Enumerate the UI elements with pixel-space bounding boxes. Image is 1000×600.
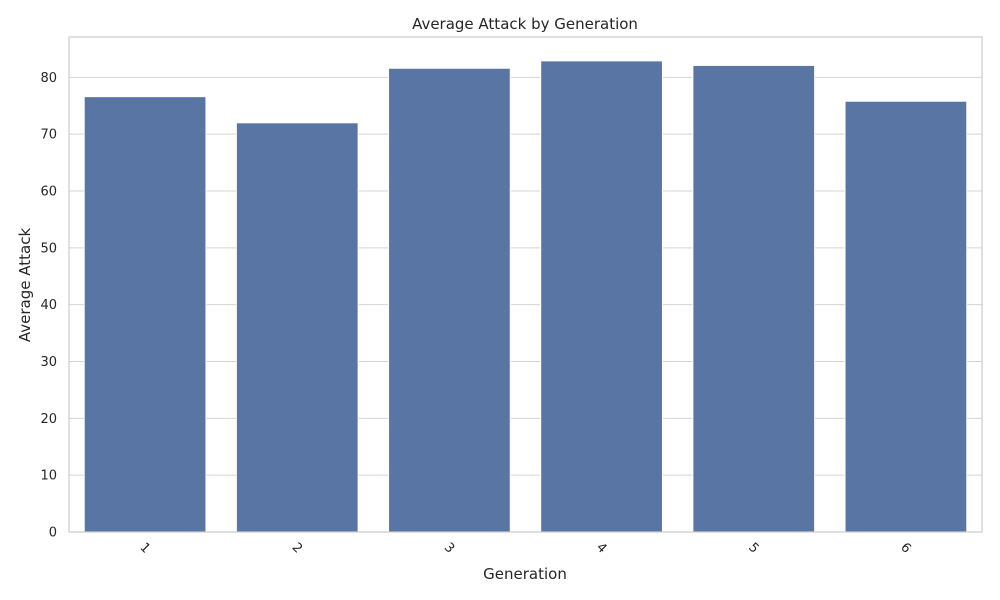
y-tick-label: 40 — [40, 298, 57, 313]
y-tick-label: 20 — [40, 412, 57, 427]
bar-generation-6 — [844, 100, 968, 533]
bar-generation-2 — [235, 122, 359, 533]
y-tick-label: 10 — [40, 469, 57, 484]
x-tick-label: 3 — [441, 540, 457, 556]
chart-title: Average Attack by Generation — [412, 15, 638, 33]
bar-generation-1 — [83, 96, 207, 533]
y-tick-label: 30 — [40, 355, 57, 370]
plot-frame — [68, 36, 983, 533]
y-axis-label: Average Attack — [16, 228, 34, 343]
bar-generation-4 — [540, 60, 663, 533]
bars — [83, 60, 968, 533]
y-tick-label: 80 — [40, 71, 57, 86]
gridlines — [69, 76, 982, 533]
x-tick-label: 6 — [897, 540, 913, 556]
y-tick-label: 60 — [40, 185, 57, 200]
x-tick-labels: 1 2 3 4 5 6 — [136, 540, 913, 556]
bar-generation-5 — [692, 64, 816, 533]
x-tick-label: 5 — [745, 540, 761, 556]
x-tick-label: 2 — [289, 540, 305, 556]
y-tick-label: 50 — [40, 241, 57, 256]
x-tick-label: 4 — [593, 540, 609, 556]
y-tick-label: 0 — [49, 526, 57, 541]
x-axis-label: Generation — [483, 565, 567, 583]
y-tick-label: 70 — [40, 128, 57, 143]
bar-generation-3 — [388, 67, 511, 533]
y-tick-labels: 0 10 20 30 40 50 60 70 80 — [40, 71, 57, 541]
x-tick-label: 1 — [136, 540, 152, 556]
